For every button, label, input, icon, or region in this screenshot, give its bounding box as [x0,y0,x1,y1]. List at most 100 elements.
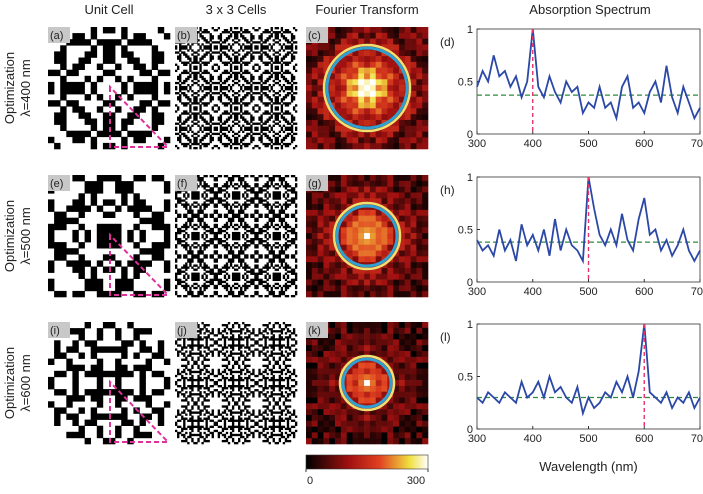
pixel [231,61,235,64]
pixel [213,191,216,194]
pixel [252,136,255,140]
pixel [225,288,229,292]
pixel [227,142,231,146]
pixel [290,83,294,87]
pixel [195,142,198,146]
pixel [78,364,85,372]
pixel [209,272,212,275]
pixel [290,268,294,271]
pixel [175,233,178,237]
pixel [229,69,233,73]
pixel [205,233,208,237]
pixel [209,126,212,129]
pixel [254,197,257,200]
pixel [286,266,290,269]
pixel [163,69,171,77]
pixel [311,250,318,257]
pixel [225,324,229,327]
pixel [203,183,206,186]
pixel [189,104,192,107]
pixel [207,132,210,136]
pixel [223,284,227,288]
pixel [286,256,290,259]
pixel [205,199,208,202]
pixel [203,264,206,267]
pixel [375,291,382,298]
pixel [151,242,159,249]
pixel [284,256,288,259]
pixel [54,290,61,298]
pixel [219,85,223,89]
pixel [404,204,411,211]
pixel [240,181,243,184]
pixel [219,344,223,347]
pixel [231,294,235,298]
pixel [329,61,336,68]
pixel [244,31,247,34]
pixel [96,425,104,433]
pixel [340,90,347,98]
pixel [211,108,214,111]
pixel [193,278,196,282]
pixel [284,187,288,190]
pixel [260,114,263,117]
pixel [369,85,377,92]
pixel [244,53,247,56]
pixel [358,180,365,187]
pixel [109,223,116,231]
pixel [404,250,411,257]
pixel [352,67,359,74]
pixel [127,322,134,329]
pixel [250,213,253,216]
pixel [268,252,271,255]
pixel [209,191,212,194]
pixel [219,73,223,77]
pixel [276,254,279,257]
pixel [201,35,204,38]
pixel [203,358,206,361]
pixel [244,350,247,353]
pixel [266,55,269,58]
pixel [238,209,241,212]
pixel [410,192,417,199]
pixel [346,137,353,144]
pixel [398,250,406,257]
pixel [213,205,216,208]
pixel [54,346,61,353]
pixel [181,47,184,50]
pixel [278,193,282,196]
pixel [193,122,196,125]
pixel [231,49,235,52]
pixel [244,294,247,298]
pixel [187,360,190,363]
pixel [205,344,208,347]
pixel [252,37,255,40]
pixel [183,128,186,131]
pixel [195,140,198,144]
pixel [288,31,292,34]
pixel [246,270,249,273]
pixel [404,50,411,57]
pixel [290,294,294,298]
pixel [231,130,235,134]
pixel [225,55,229,58]
pixel [201,118,204,121]
pixel [203,248,206,251]
pixel [207,81,210,85]
pixel [189,260,192,263]
pixel [278,209,282,212]
pixel [242,177,245,180]
pixel [250,100,253,103]
pixel [252,199,255,202]
pixel [183,132,186,136]
pixel [311,215,318,222]
pixel [211,92,214,95]
pixel [270,209,273,212]
pixel [258,98,261,101]
pixel [238,342,241,345]
pixel [264,266,267,269]
pixel [229,106,233,109]
pixel [280,205,284,208]
pixel [203,94,206,97]
pixel [286,264,290,267]
